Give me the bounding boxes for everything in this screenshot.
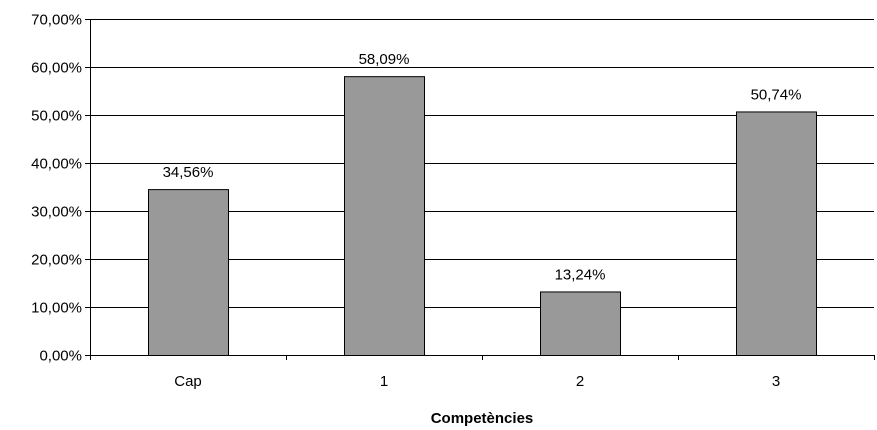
y-tick-label: 20,00%: [31, 252, 82, 269]
data-label: 58,09%: [359, 51, 410, 68]
y-tick-label: 70,00%: [31, 12, 82, 29]
x-tick-label: Cap: [174, 373, 202, 390]
y-tick-label: 40,00%: [31, 156, 82, 173]
bar: [736, 111, 817, 356]
bar: [148, 189, 229, 356]
bar: [344, 76, 425, 356]
x-tick-label: 2: [576, 373, 584, 390]
data-label: 50,74%: [751, 86, 802, 103]
bars: [148, 76, 817, 356]
x-axis-ticks: Cap 1 2 3: [90, 355, 875, 390]
x-tick-label: 1: [380, 373, 388, 390]
y-tick-label: 30,00%: [31, 204, 82, 221]
y-tick-label: 10,00%: [31, 300, 82, 317]
data-labels: 34,56% 58,09% 13,24% 50,74%: [163, 51, 802, 283]
y-axis-ticks: 0,00% 10,00% 20,00% 30,00% 40,00% 50,00% 60,00…: [31, 12, 90, 365]
y-tick-label: 60,00%: [31, 60, 82, 77]
data-label: 34,56%: [163, 164, 214, 181]
bar: [540, 291, 621, 356]
x-axis-title: Competències: [431, 410, 534, 427]
y-tick-label: 50,00%: [31, 108, 82, 125]
x-tick-label: 3: [772, 373, 780, 390]
y-tick-label: 0,00%: [39, 348, 82, 365]
data-label: 13,24%: [555, 266, 606, 283]
